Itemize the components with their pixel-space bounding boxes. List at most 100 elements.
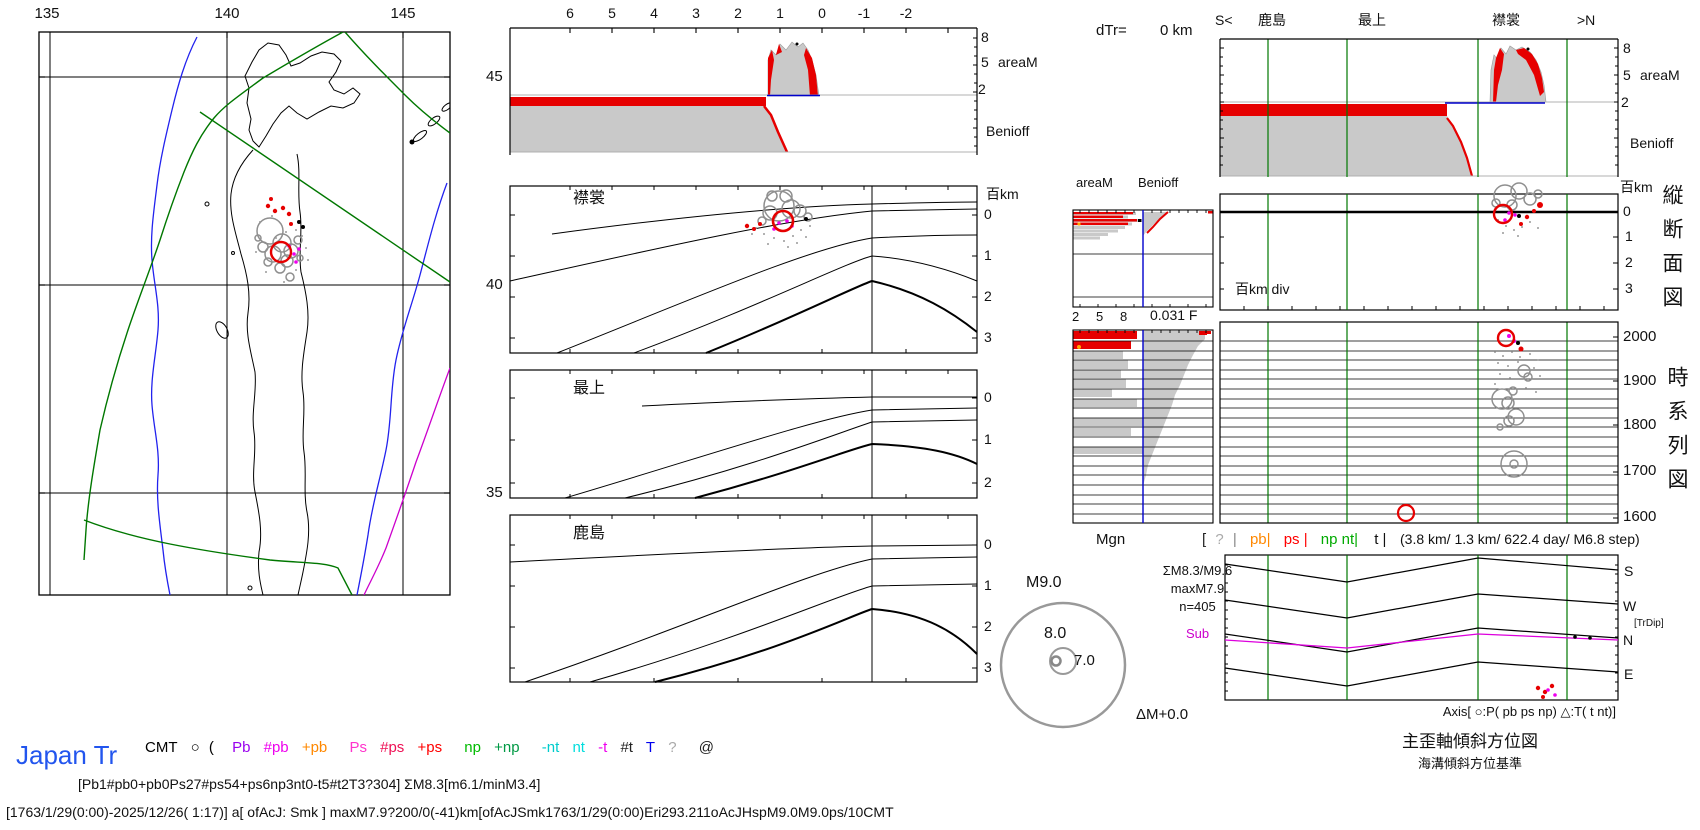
erimo-hypocenters: [757, 189, 813, 226]
step-info: (3.8 km/ 1.3 km/ 622.4 day/ M6.8 step): [1400, 531, 1640, 547]
mid-hist-xtick: 6: [566, 5, 574, 21]
depth-histogram-panel[interactable]: [1072, 209, 1214, 308]
year-2000: 2000: [1623, 328, 1657, 345]
mgn-t-token: t |: [1374, 531, 1387, 548]
mogami-depth-2: 2: [984, 474, 992, 490]
right-histogram-panel[interactable]: [1219, 38, 1619, 177]
cross-section-depth-2: 2: [1625, 254, 1633, 270]
dir-e: E: [1624, 666, 1634, 682]
erimo-depth-3: 3: [984, 329, 992, 345]
mgn-bar-token: |: [1232, 531, 1237, 548]
mgn-color-legend: [ ? | pb| ps | np nt| t |: [1202, 532, 1386, 548]
right-hist-benioff-label: Benioff: [1630, 135, 1674, 151]
cross-section-unit: 百km: [1620, 179, 1653, 195]
cross-section-title: 縦断面図: [1660, 184, 1683, 320]
azimuth-title: 主歪軸傾斜方位図: [1402, 732, 1538, 751]
mogami-section-title: 最上: [573, 380, 606, 397]
mogami-depth-0: 0: [984, 389, 992, 405]
sum-magnitude: ΣM8.3/M9.6: [1162, 563, 1233, 578]
dtr-value[interactable]: 0 km: [1160, 22, 1193, 39]
map-panel[interactable]: [38, 31, 453, 596]
sub-label: Sub: [1186, 626, 1210, 641]
kashima-section-title: 鹿島: [573, 525, 606, 542]
depth-hist-aream-label: areaM: [1076, 175, 1113, 190]
time-series-title: 時系列図: [1665, 366, 1688, 502]
token-at: @: [698, 739, 714, 756]
mid-hist-scale-2: 2: [978, 81, 986, 97]
magnitude-scale-legend: [999, 601, 1127, 729]
cross-section-div-label: 百km div: [1235, 281, 1290, 297]
cmt-circle-glyph: ○: [190, 739, 200, 756]
token-T: T: [645, 739, 656, 756]
dir-n: N: [1623, 632, 1634, 648]
trench-line-west: [150, 36, 198, 595]
cross-section-main-event-marker[interactable]: [1492, 203, 1514, 225]
mid-hist-xtick: 0: [818, 5, 826, 21]
cmt-paren: (: [208, 739, 214, 756]
trench-line-east: [356, 182, 448, 595]
solution-summary-line: [Pb1#pb0+pb0Ps27#ps54+ps6np3nt0-t5#t2T3?…: [78, 776, 541, 792]
mid-hist-scale-8: 8: [981, 29, 989, 45]
region-title[interactable]: Japan Tr: [16, 740, 118, 770]
depth-hist-xtick-5: 5: [1096, 309, 1104, 324]
mid-hist-xtick: 4: [650, 5, 658, 21]
m8-label: 8.0: [1044, 625, 1067, 642]
axis-curve-w: [1224, 593, 1619, 619]
mid-histogram-panel[interactable]: [509, 27, 978, 155]
token-minus-t: -t: [598, 739, 608, 756]
year-1800: 1800: [1623, 416, 1657, 433]
mgn-bracket: [: [1202, 531, 1207, 548]
map-epicenter-cluster: [254, 217, 304, 282]
mogami-depth-1: 1: [984, 431, 992, 447]
map-main-event-marker[interactable]: [269, 240, 293, 264]
mid-hist-xtick: 2: [734, 5, 742, 21]
time-series-panel[interactable]: [1219, 321, 1619, 524]
mid-hist-benioff-label: Benioff: [986, 123, 1030, 139]
axis-curve-n: [1224, 627, 1619, 653]
time-series-old-event-marker[interactable]: [1396, 503, 1416, 523]
erimo-main-event-marker[interactable]: [771, 209, 795, 233]
max-magnitude: maxM7.9: [1170, 581, 1225, 596]
f-value-label: 0.031 F: [1150, 307, 1198, 323]
kashima-depth-0: 0: [984, 536, 992, 552]
cross-section-depth-1: 1: [1625, 228, 1633, 244]
depth-hist-xtick-8: 8: [1120, 309, 1128, 324]
cmt-legend-row: CMT ○ ( Pb #pb +pb Ps #ps +ps np +np -nt…: [145, 739, 723, 756]
zone-label-s: S<: [1215, 12, 1233, 28]
kashima-depth-3: 3: [984, 659, 992, 675]
mgn-label: Mgn: [1096, 531, 1126, 548]
azimuth-panel[interactable]: [1224, 554, 1619, 701]
time-series-main-event-marker[interactable]: [1496, 328, 1516, 348]
token-question: ?: [668, 739, 677, 756]
kashima-depth-2: 2: [984, 618, 992, 634]
token-np: np: [464, 739, 481, 756]
token-plus-pb: +pb: [301, 739, 328, 756]
map-lat-35: 35: [486, 484, 503, 501]
right-hist-scale-8: 8: [1623, 40, 1631, 56]
token-nt: nt: [572, 739, 585, 756]
mgn-q-token: ?: [1215, 531, 1224, 548]
cross-section-panel[interactable]: [1219, 182, 1619, 311]
region-boundary-south: [83, 519, 353, 595]
mid-hist-xtick: 5: [608, 5, 616, 21]
mogami-section-panel[interactable]: [509, 369, 978, 499]
map-lat-40: 40: [486, 276, 503, 293]
time-histogram-panel[interactable]: [1072, 329, 1214, 524]
token-minus-nt: -nt: [541, 739, 560, 756]
erimo-section-panel[interactable]: [509, 185, 978, 354]
token-Ps: Ps: [349, 739, 367, 756]
kashima-section-panel[interactable]: [509, 514, 978, 683]
mid-hist-aream-label: areaM: [998, 54, 1038, 70]
honshu-east-coastline: [296, 153, 310, 595]
map-recent-events: [265, 197, 293, 226]
erimo-depth-2: 2: [984, 288, 992, 304]
token-plus-ps: +ps: [417, 739, 443, 756]
section-depth-unit: 百km: [986, 186, 1019, 202]
right-hist-scale-5: 5: [1623, 67, 1631, 83]
map-lon-140: 140: [214, 5, 240, 22]
mgn-pb-token: pb|: [1249, 531, 1271, 548]
honshu-west-coastline: [230, 149, 264, 595]
token-plus-np: +np: [494, 739, 520, 756]
